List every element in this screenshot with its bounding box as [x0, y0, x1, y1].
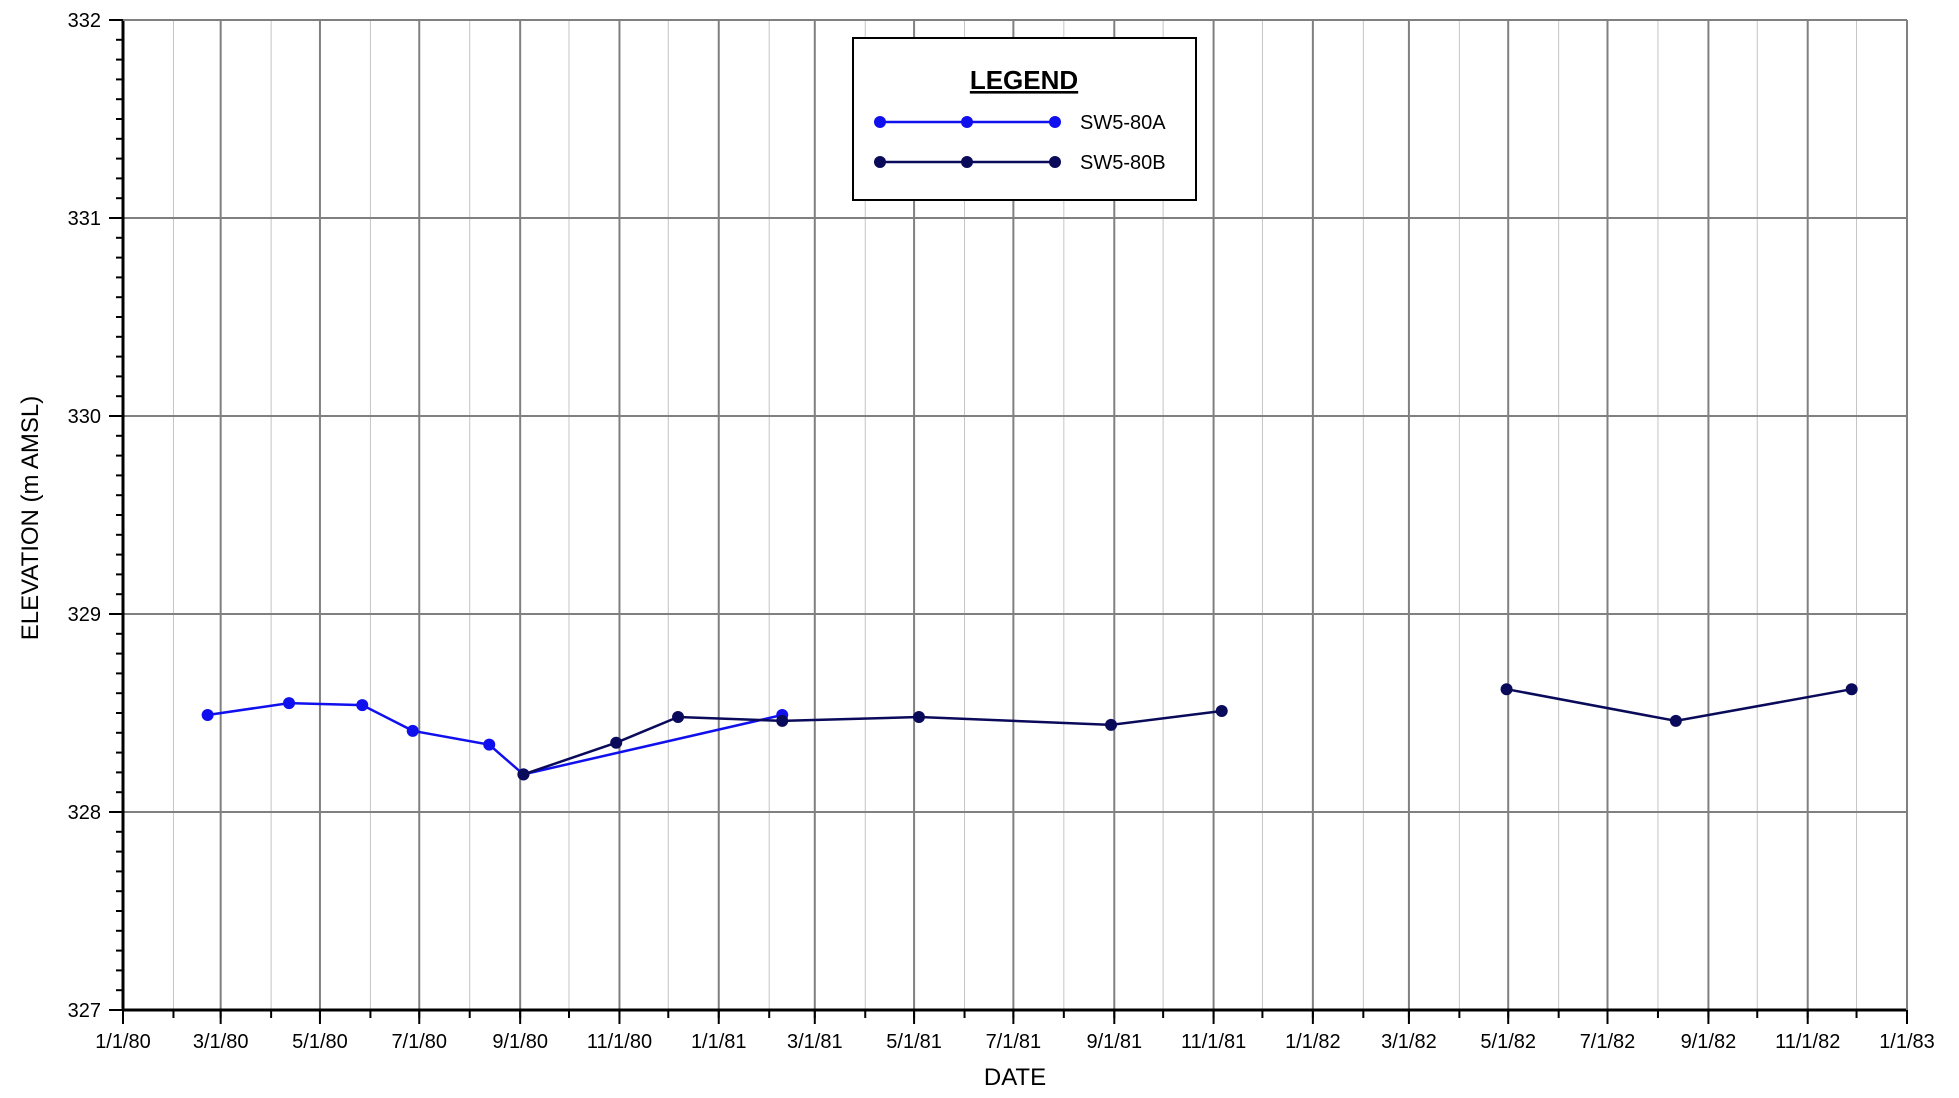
data-point [1845, 683, 1858, 696]
data-point [517, 768, 530, 781]
series-line [207, 701, 783, 776]
data-point [356, 699, 369, 712]
x-tick-label: 3/1/82 [1381, 1031, 1437, 1053]
y-axis-title: ELEVATION (m AMSL) [17, 396, 44, 641]
x-tick-label: 7/1/81 [986, 1031, 1042, 1053]
y-tick-label: 327 [68, 1000, 101, 1022]
y-tick-labels: 327 328 329 330 331 332 [68, 10, 101, 1022]
x-tick-label: 11/1/81 [1181, 1031, 1246, 1053]
x-tick-label: 1/1/82 [1285, 1031, 1341, 1053]
legend-box [852, 37, 1197, 201]
legend-marker [1049, 156, 1061, 168]
legend-title: LEGEND [970, 65, 1078, 95]
x-tick-labels: 1/1/80 3/1/80 5/1/80 7/1/80 9/1/80 11/1/80 1/1… [95, 1031, 1935, 1053]
legend-label: SW5-80B [1080, 152, 1166, 174]
x-tick-label: 5/1/80 [292, 1031, 348, 1053]
y-tick-label: 329 [68, 604, 101, 626]
legend-marker [874, 156, 886, 168]
data-point [483, 738, 496, 751]
legend-label: SW5-80A [1080, 112, 1166, 134]
series-SW5-80A [201, 697, 789, 781]
data-point [406, 724, 419, 737]
x-tick-label: 9/1/80 [492, 1031, 548, 1053]
axes [109, 19, 1908, 1024]
y-tick-label: 328 [68, 802, 101, 824]
series-layer [201, 683, 1858, 781]
data-point [1500, 683, 1513, 696]
x-tick-label: 1/1/83 [1879, 1031, 1935, 1053]
data-point [1105, 718, 1118, 731]
x-tick-label: 11/1/80 [587, 1031, 652, 1053]
legend-marker [961, 156, 973, 168]
data-point [283, 697, 296, 710]
y-tick-label: 331 [68, 208, 101, 230]
data-point [1669, 714, 1682, 727]
data-point [912, 710, 925, 723]
x-tick-label: 3/1/81 [787, 1031, 843, 1053]
y-tick-label: 330 [68, 406, 101, 428]
x-tick-label: 11/1/82 [1775, 1031, 1840, 1053]
series-line [522, 709, 1222, 776]
data-point [1215, 705, 1228, 718]
legend-marker [1049, 116, 1061, 128]
legend-marker [874, 116, 886, 128]
legend-marker [961, 116, 973, 128]
x-tick-label: 7/1/82 [1580, 1031, 1636, 1053]
x-tick-label: 1/1/81 [691, 1031, 747, 1053]
x-tick-label: 5/1/82 [1480, 1031, 1536, 1053]
legend-entries: SW5-80A SW5-80B [874, 112, 1166, 174]
data-point [610, 736, 623, 749]
legend: LEGEND SW5-80A SW5-80B [852, 37, 1197, 201]
series-SW5-80B [517, 683, 1858, 781]
x-axis-title: DATE [984, 1064, 1046, 1091]
x-tick-label: 9/1/82 [1681, 1031, 1737, 1053]
data-point [776, 714, 789, 727]
y-tick-label: 332 [68, 10, 101, 32]
x-tick-label: 3/1/80 [193, 1031, 249, 1053]
data-point [672, 710, 685, 723]
x-tick-label: 9/1/81 [1086, 1031, 1142, 1053]
x-tick-label: 7/1/80 [391, 1031, 447, 1053]
data-point [201, 708, 214, 721]
x-tick-label: 1/1/80 [95, 1031, 151, 1053]
x-tick-label: 5/1/81 [886, 1031, 942, 1053]
